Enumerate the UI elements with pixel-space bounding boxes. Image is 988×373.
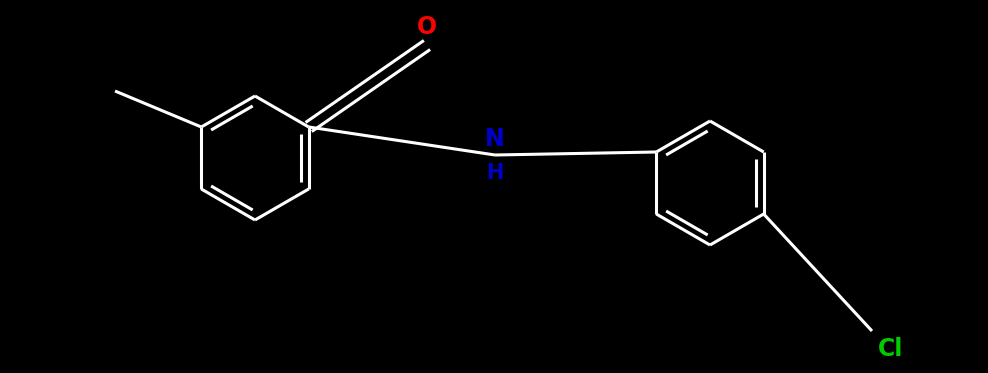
Text: Cl: Cl	[878, 337, 903, 361]
Text: H: H	[486, 163, 504, 183]
Text: O: O	[417, 15, 437, 39]
Text: N: N	[485, 127, 505, 151]
